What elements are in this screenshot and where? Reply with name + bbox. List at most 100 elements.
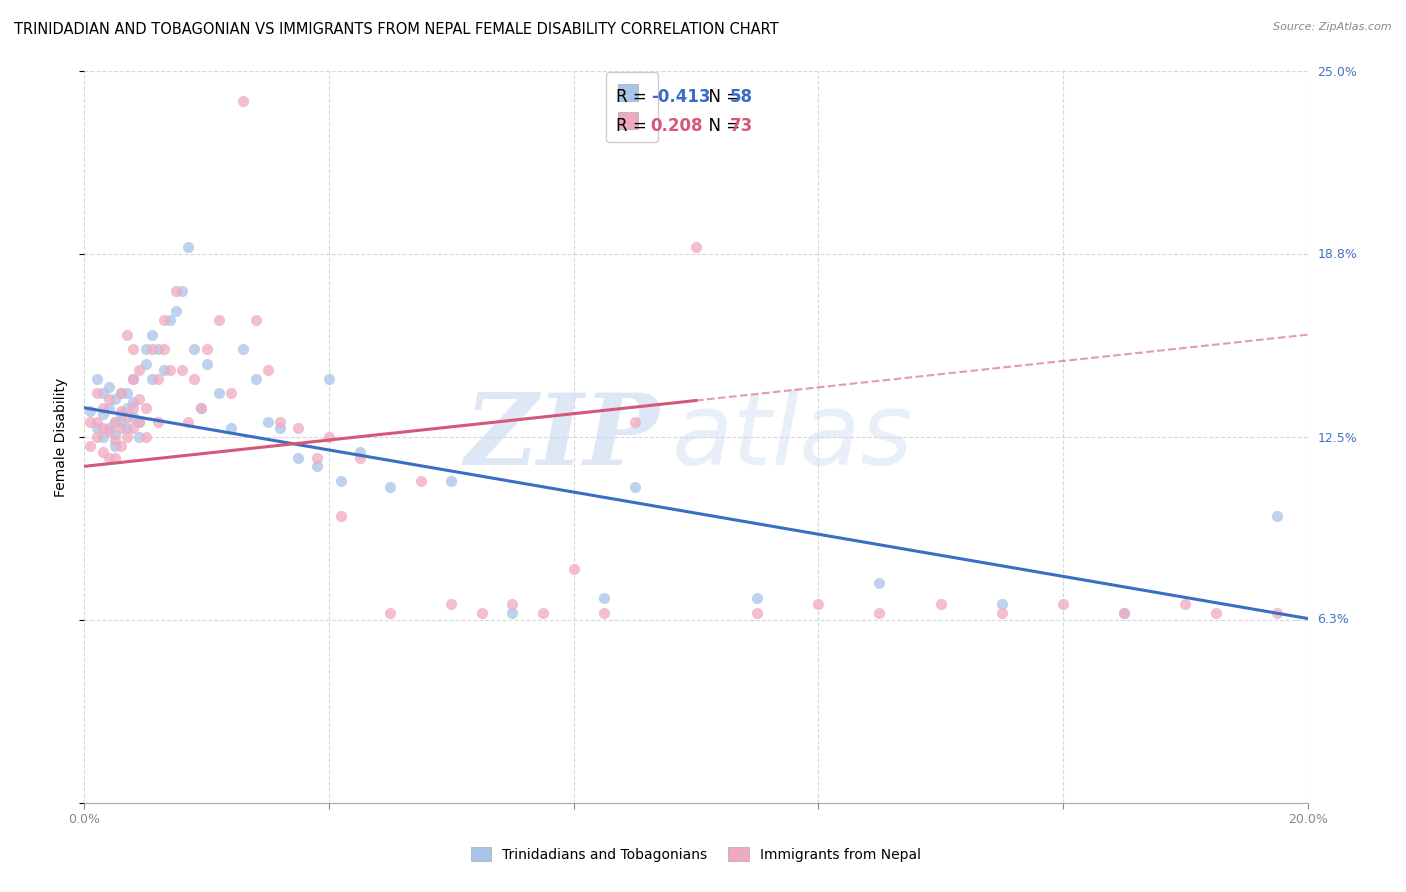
Point [269, 421, 291, 435]
Point [122, 343, 145, 357]
Text: 0.208: 0.208 [651, 117, 703, 136]
Text: 73: 73 [730, 117, 754, 136]
Point [115, 421, 138, 435]
Point [115, 401, 138, 415]
Point [104, 392, 127, 406]
Point [502, 606, 524, 620]
Point [991, 597, 1014, 611]
Point [349, 450, 371, 465]
Point [128, 363, 150, 377]
Point [991, 606, 1014, 620]
Point [747, 591, 769, 605]
Point [624, 480, 647, 494]
Point [110, 386, 132, 401]
Point [97, 450, 120, 465]
Point [190, 401, 212, 415]
Legend: Trinidadians and Tobagonians, Immigrants from Nepal: Trinidadians and Tobagonians, Immigrants… [464, 840, 928, 869]
Point [747, 606, 769, 620]
Point [110, 439, 132, 453]
Point [232, 94, 254, 108]
Point [172, 363, 194, 377]
Point [1205, 606, 1227, 620]
Point [104, 416, 127, 430]
Point [128, 416, 150, 430]
Point [330, 509, 353, 524]
Point [624, 416, 647, 430]
Point [97, 392, 120, 406]
Point [135, 343, 157, 357]
Point [245, 371, 267, 385]
Point [110, 407, 132, 421]
Point [122, 395, 145, 409]
Point [115, 327, 138, 342]
Point [349, 444, 371, 458]
Point [190, 401, 212, 415]
Point [562, 562, 585, 576]
Point [869, 576, 891, 591]
Point [141, 327, 163, 342]
Point [159, 363, 181, 377]
Point [104, 416, 127, 430]
Point [269, 416, 291, 430]
Point [110, 403, 132, 417]
Point [135, 401, 157, 415]
Point [685, 240, 707, 254]
Point [153, 313, 176, 327]
Point [146, 343, 169, 357]
Point [305, 459, 328, 474]
Text: atlas: atlas [672, 389, 912, 485]
Point [869, 606, 891, 620]
Point [97, 421, 120, 435]
Point [122, 421, 145, 435]
Point [86, 421, 108, 435]
Point [141, 343, 163, 357]
Point [97, 424, 120, 438]
Point [165, 284, 187, 298]
Point [305, 450, 328, 465]
Text: N =: N = [699, 88, 745, 106]
Point [195, 357, 218, 371]
Point [97, 401, 120, 415]
Point [128, 392, 150, 406]
Point [91, 407, 114, 421]
Point [115, 409, 138, 424]
Point [287, 421, 309, 435]
Point [195, 343, 218, 357]
Point [104, 450, 127, 465]
Point [287, 450, 309, 465]
Point [79, 439, 101, 453]
Text: N =: N = [699, 117, 745, 136]
Text: 58: 58 [730, 88, 754, 106]
Point [110, 421, 132, 435]
Point [219, 386, 242, 401]
Point [183, 343, 205, 357]
Point [208, 313, 231, 327]
Point [1052, 597, 1074, 611]
Point [79, 416, 101, 430]
Point [86, 386, 108, 401]
Point [153, 363, 176, 377]
Point [110, 386, 132, 401]
Point [177, 240, 200, 254]
Point [91, 444, 114, 458]
Point [91, 430, 114, 444]
Point [91, 401, 114, 415]
Point [110, 416, 132, 430]
Point [86, 416, 108, 430]
Point [172, 284, 194, 298]
Point [440, 597, 463, 611]
Point [1114, 606, 1136, 620]
Text: ZIP: ZIP [464, 389, 659, 485]
Point [153, 343, 176, 357]
Point [86, 371, 108, 385]
Point [219, 421, 242, 435]
Point [91, 421, 114, 435]
Point [79, 403, 101, 417]
Point [135, 357, 157, 371]
Point [128, 416, 150, 430]
Point [128, 430, 150, 444]
Point [807, 597, 830, 611]
Point [122, 371, 145, 385]
Text: -0.413: -0.413 [651, 88, 710, 106]
Point [471, 606, 494, 620]
